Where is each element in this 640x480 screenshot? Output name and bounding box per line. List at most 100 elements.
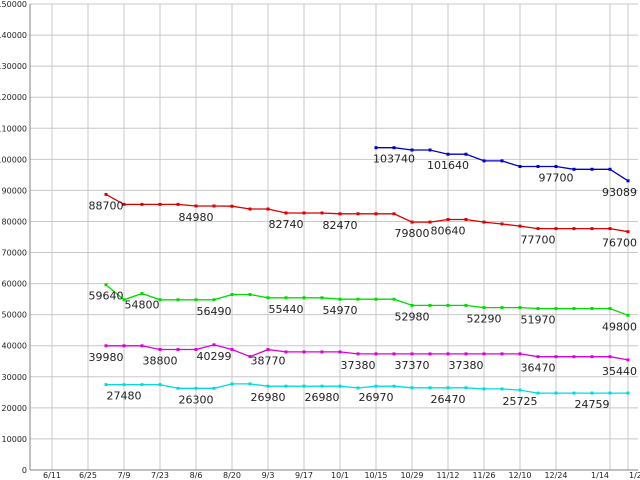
data-point bbox=[194, 347, 198, 351]
data-label: 103740 bbox=[373, 153, 415, 166]
data-point bbox=[590, 391, 594, 395]
data-point bbox=[104, 344, 108, 348]
data-point bbox=[194, 298, 198, 302]
data-point bbox=[266, 384, 270, 388]
data-label: 38800 bbox=[143, 354, 178, 367]
series-2 bbox=[104, 283, 630, 317]
data-point bbox=[284, 296, 288, 300]
data-point bbox=[482, 159, 486, 163]
y-tick-label: 130000 bbox=[0, 62, 27, 71]
data-point bbox=[392, 212, 396, 216]
data-point bbox=[158, 383, 162, 387]
data-point bbox=[590, 227, 594, 231]
x-tick-label: 12/24 bbox=[544, 471, 567, 480]
data-point bbox=[338, 350, 342, 354]
data-point bbox=[590, 307, 594, 311]
data-label: 82470 bbox=[323, 219, 358, 232]
data-point bbox=[140, 383, 144, 387]
data-label: 101640 bbox=[427, 159, 469, 172]
y-tick-label: 150000 bbox=[0, 0, 27, 9]
data-point bbox=[572, 391, 576, 395]
data-point bbox=[104, 192, 108, 196]
data-point bbox=[122, 344, 126, 348]
data-point bbox=[572, 167, 576, 171]
data-point bbox=[626, 313, 630, 317]
data-point bbox=[176, 202, 180, 206]
data-point bbox=[536, 164, 540, 168]
data-point bbox=[140, 292, 144, 296]
series-3 bbox=[104, 343, 630, 362]
data-point bbox=[482, 306, 486, 310]
data-point bbox=[572, 355, 576, 359]
data-point bbox=[626, 358, 630, 362]
data-label: 97700 bbox=[539, 171, 574, 184]
data-point bbox=[536, 307, 540, 311]
data-point bbox=[410, 386, 414, 390]
data-point bbox=[464, 217, 468, 221]
data-point bbox=[536, 391, 540, 395]
data-point bbox=[230, 293, 234, 297]
data-point bbox=[356, 297, 360, 301]
data-point bbox=[266, 348, 270, 352]
data-point bbox=[104, 383, 108, 387]
data-point bbox=[302, 350, 306, 354]
data-point bbox=[482, 387, 486, 391]
data-point bbox=[140, 344, 144, 348]
y-tick-label: 0 bbox=[22, 466, 27, 475]
series-group bbox=[104, 146, 630, 395]
data-point bbox=[392, 297, 396, 301]
x-tick-label: 1/21 bbox=[629, 471, 640, 480]
data-point bbox=[392, 352, 396, 356]
data-label: 25725 bbox=[503, 395, 538, 408]
data-point bbox=[572, 227, 576, 231]
data-point bbox=[590, 355, 594, 359]
data-point bbox=[446, 386, 450, 390]
data-point bbox=[302, 211, 306, 215]
data-point bbox=[338, 212, 342, 216]
data-label: 26970 bbox=[359, 391, 394, 404]
data-point bbox=[266, 296, 270, 300]
data-point bbox=[428, 386, 432, 390]
x-tick-label: 10/29 bbox=[400, 471, 423, 480]
data-label: 93089 bbox=[602, 186, 637, 199]
data-point bbox=[212, 298, 216, 302]
x-tick-label: 9/3 bbox=[262, 471, 275, 480]
data-point bbox=[194, 204, 198, 208]
y-tick-label: 100000 bbox=[0, 155, 27, 164]
series-0 bbox=[374, 146, 630, 183]
data-point bbox=[230, 204, 234, 208]
data-point bbox=[212, 204, 216, 208]
y-tick-label: 80000 bbox=[2, 217, 27, 226]
data-point bbox=[122, 202, 126, 206]
data-point bbox=[302, 384, 306, 388]
data-label: 26470 bbox=[431, 393, 466, 406]
data-point bbox=[536, 355, 540, 359]
data-point bbox=[572, 307, 576, 311]
data-label: 24759 bbox=[575, 398, 610, 411]
data-point bbox=[212, 343, 216, 347]
series-line bbox=[105, 193, 629, 233]
data-point bbox=[356, 352, 360, 356]
x-tick-label: 7/23 bbox=[151, 471, 169, 480]
data-point bbox=[554, 307, 558, 311]
data-point bbox=[410, 220, 414, 224]
data-label: 40299 bbox=[197, 350, 232, 363]
x-tick-label: 9/17 bbox=[295, 471, 313, 480]
data-point bbox=[518, 224, 522, 228]
data-point bbox=[446, 303, 450, 307]
data-point bbox=[374, 212, 378, 216]
data-point bbox=[500, 352, 504, 356]
y-tick-label: 70000 bbox=[2, 249, 27, 258]
data-point bbox=[140, 202, 144, 206]
data-point bbox=[374, 146, 378, 150]
x-tick-label: 7/9 bbox=[118, 471, 131, 480]
data-point bbox=[410, 148, 414, 152]
data-point bbox=[248, 293, 252, 297]
data-point bbox=[338, 384, 342, 388]
data-point bbox=[626, 179, 630, 183]
data-point bbox=[554, 391, 558, 395]
data-point bbox=[554, 355, 558, 359]
data-point bbox=[554, 227, 558, 231]
y-tick-label: 60000 bbox=[2, 280, 27, 289]
data-point bbox=[428, 220, 432, 224]
